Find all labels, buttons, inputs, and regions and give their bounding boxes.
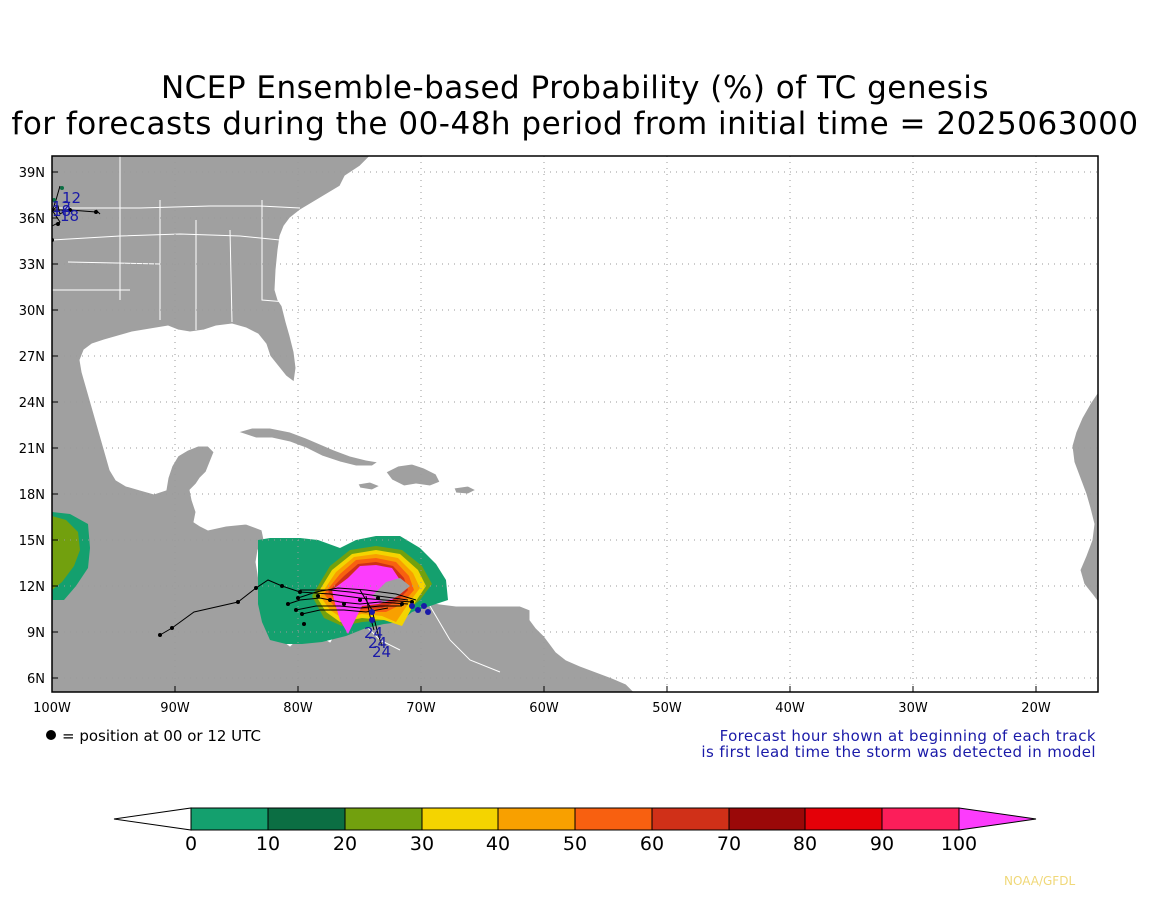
track-label: 12 [62, 189, 81, 207]
track-label: 24 [372, 643, 391, 661]
colorbar-label: 60 [640, 833, 664, 855]
colorbar-under-arrow [113, 807, 192, 831]
lon-label: 80W [283, 701, 313, 716]
colorbar-segment [497, 807, 576, 831]
position-legend: = position at 00 or 12 UTC [46, 727, 261, 745]
lat-label: 6N [27, 672, 45, 687]
land-jamaica [357, 481, 382, 491]
colorbar-segment [651, 807, 730, 831]
map-area: 12 12 18 18 24 24 24 [52, 156, 1098, 692]
colorbar-over-arrow [958, 807, 1037, 831]
colorbar-label: 20 [333, 833, 357, 855]
forecast-note-line-2: is first lead time the storm was detecte… [701, 743, 1096, 761]
lat-label: 12N [19, 580, 45, 595]
colorbar-label: 0 [185, 833, 197, 855]
colorbar-segment [804, 807, 883, 831]
colorbar-segment [421, 807, 499, 831]
colorbar-segment [728, 807, 806, 831]
lon-label: 100W [33, 701, 71, 716]
colorbar-labels: 0 10 20 30 40 50 60 70 80 90 100 [185, 833, 977, 855]
colorbar-segment [344, 807, 423, 831]
colorbar-segment [267, 807, 346, 831]
track-label: 24 [368, 634, 387, 652]
lon-label: 90W [160, 701, 190, 716]
lat-label: 21N [19, 442, 45, 457]
track-dots-green [52, 186, 64, 202]
colorbar-label: 100 [941, 833, 977, 855]
lon-labels: 100W 90W 80W 70W 60W 50W 40W 30W 20W [33, 701, 1051, 716]
lat-label: 27N [19, 350, 45, 365]
track-label: 18 [52, 202, 71, 220]
colorbar-segment [881, 807, 960, 831]
lon-label: 20W [1021, 701, 1051, 716]
lat-label: 36N [19, 212, 45, 227]
title-line-2: for forecasts during the 00-48h period f… [11, 106, 1139, 142]
track-label: 12 [52, 198, 71, 216]
storm-tracks [52, 185, 417, 647]
title-line-1: NCEP Ensemble-based Probability (%) of T… [160, 70, 990, 106]
track-dots-blue [369, 603, 431, 623]
land-puerto-rico [453, 485, 478, 495]
lon-label: 50W [652, 701, 682, 716]
track-position-dots [52, 208, 414, 637]
track-label: 18 [60, 207, 79, 225]
lat-labels: 39N 36N 33N 30N 27N 24N 21N 18N 15N 12N … [19, 166, 45, 687]
colorbar-label: 30 [410, 833, 434, 855]
lon-ticks [51, 686, 1037, 692]
track-labels: 12 12 18 18 24 24 24 [52, 189, 391, 661]
land-hispaniola [385, 463, 441, 487]
lon-label: 30W [898, 701, 928, 716]
lon-label: 40W [775, 701, 805, 716]
land-africa [1071, 391, 1098, 603]
credit: NOAA/GFDL [1004, 874, 1076, 888]
colorbar-label: 70 [717, 833, 741, 855]
colorbar-label: 90 [870, 833, 894, 855]
colorbar-segment [574, 807, 653, 831]
lat-label: 15N [19, 534, 45, 549]
position-dot-icon [46, 730, 56, 740]
lat-label: 33N [19, 258, 45, 273]
lat-label: 24N [19, 396, 45, 411]
lon-label: 60W [529, 701, 559, 716]
track-label: 24 [364, 624, 383, 642]
lat-label: 39N [19, 166, 45, 181]
colorbar-label: 50 [563, 833, 587, 855]
colorbar-label: 10 [256, 833, 280, 855]
grid [52, 156, 1098, 692]
lat-label: 18N [19, 488, 45, 503]
colorbar-label: 80 [793, 833, 817, 855]
colorbar-segment [190, 807, 269, 831]
map-frame [51, 155, 1099, 693]
lon-label: 70W [406, 701, 436, 716]
lat-label: 30N [19, 304, 45, 319]
land-cuba [236, 427, 380, 467]
position-legend-text: = position at 00 or 12 UTC [62, 727, 261, 745]
lat-label: 9N [27, 626, 45, 641]
forecast-note-line-1: Forecast hour shown at beginning of each… [719, 727, 1096, 745]
colorbar-label: 40 [486, 833, 510, 855]
lat-ticks [52, 171, 58, 679]
colorbar [113, 807, 1037, 831]
